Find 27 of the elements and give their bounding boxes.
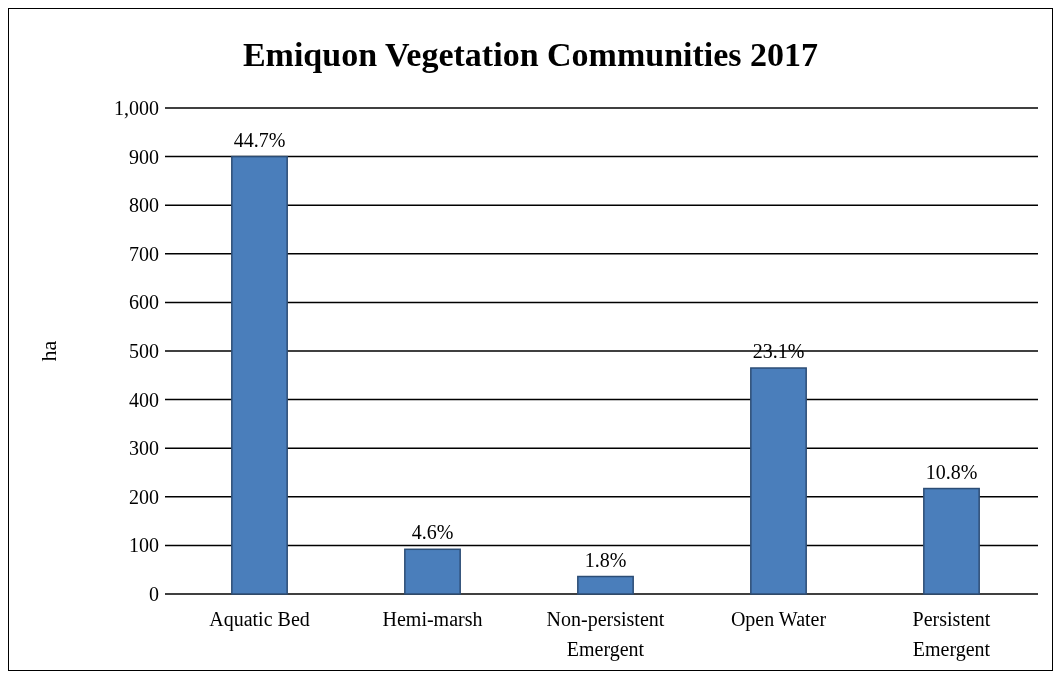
x-tick-label: Open Water xyxy=(730,608,827,631)
y-tick-label: 700 xyxy=(129,242,159,265)
y-tick-label: 1,000 xyxy=(114,97,159,119)
y-tick-label: 300 xyxy=(129,437,159,460)
annotation: 4.6% xyxy=(411,521,454,544)
y-axis-title: ha xyxy=(36,340,61,362)
y-tick-label: 0 xyxy=(149,583,159,605)
annotation: 44.7% xyxy=(233,128,286,151)
chart-title: Emiquon Vegetation Communities 2017 xyxy=(242,36,819,73)
bar xyxy=(404,548,461,595)
y-tick-label: 400 xyxy=(129,388,159,411)
bar xyxy=(231,155,288,595)
x-tick-label: Hemi-marsh xyxy=(382,608,483,630)
x-tick-label: Persistent Emergent xyxy=(912,608,991,661)
y-tick-label: 100 xyxy=(129,534,159,557)
annotation: 10.8% xyxy=(925,460,978,483)
y-tick-label: 600 xyxy=(129,291,159,314)
bar xyxy=(577,575,634,595)
annotation: 1.8% xyxy=(584,548,627,571)
y-tick-label: 800 xyxy=(129,194,159,217)
x-tick-label: Non-persistent Emergent xyxy=(546,608,665,661)
x-tick-label: Aquatic Bed xyxy=(209,608,310,631)
bar xyxy=(750,367,807,595)
y-tick-label: 500 xyxy=(129,340,159,362)
y-tick-label: 900 xyxy=(129,145,159,168)
bar xyxy=(923,487,980,595)
y-tick-label: 200 xyxy=(129,485,159,508)
